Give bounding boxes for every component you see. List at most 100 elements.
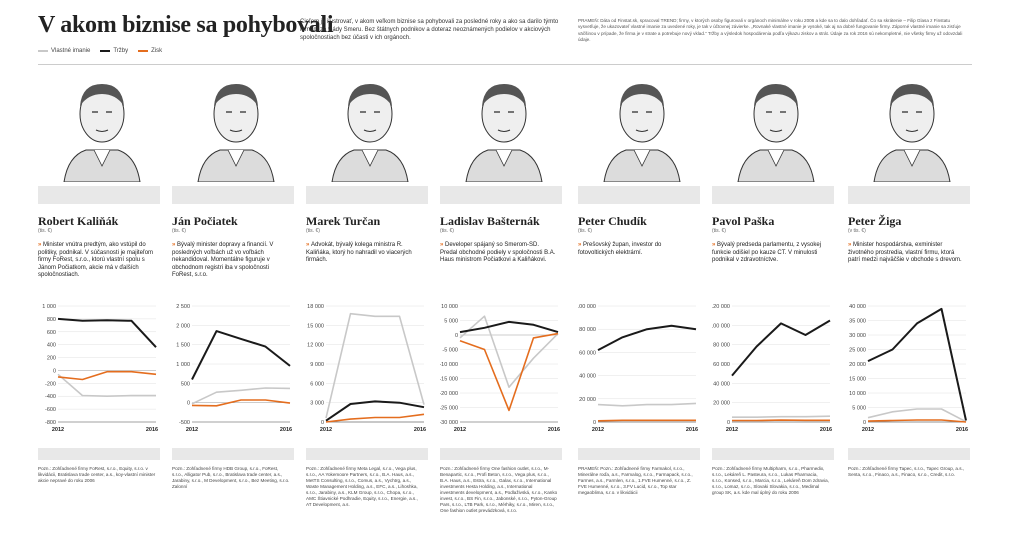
description-text: Bývalý predseda parlamentu, z vysokej fu… bbox=[712, 242, 822, 264]
series-line-vlastne-imanie bbox=[732, 415, 831, 418]
gray-band bbox=[712, 186, 834, 204]
y-tick-label: 20 000 bbox=[713, 401, 730, 407]
y-tick-label: 0 bbox=[321, 420, 324, 426]
companies-note: PRAMEŇ: Pozn.: Zohľadnené firmy Farmakol… bbox=[578, 466, 693, 495]
y-tick-label: 400 bbox=[47, 343, 56, 349]
companies-note: Pozn.: Zohľadnené firmy FoRest, s.r.o., … bbox=[38, 466, 156, 483]
series-line-trzby bbox=[459, 320, 559, 334]
series-line-trzby bbox=[731, 319, 831, 377]
y-tick-label: 0 bbox=[593, 420, 596, 426]
y-tick-label: 25 000 bbox=[849, 348, 866, 354]
person-description: » Developer spájaný so Smerom-SD. Predal… bbox=[440, 242, 558, 265]
series-line-zisk bbox=[597, 419, 696, 422]
x-tick-label: 2012 bbox=[726, 427, 738, 433]
legend-item-revenue: Tržby bbox=[100, 48, 128, 54]
portrait-peter-chudik bbox=[603, 84, 681, 182]
series-line-zisk bbox=[867, 419, 967, 423]
person-column-jan-pociatek: Ján Počiatek (tis. €) » Bývalý minister do… bbox=[172, 68, 300, 546]
gray-band bbox=[306, 186, 428, 204]
legend-item-equity: Vlastné imanie bbox=[38, 48, 90, 54]
unit-label: (tis. €) bbox=[38, 228, 52, 234]
y-tick-label: 9 000 bbox=[310, 362, 324, 368]
y-tick-label: 5 000 bbox=[444, 319, 458, 325]
person-description: » Prešovský župan, investor do fotovolti… bbox=[578, 242, 696, 257]
x-tick-label: 2012 bbox=[862, 427, 874, 433]
y-tick-label: -10 000 bbox=[440, 362, 458, 368]
series-line-trzby bbox=[867, 307, 967, 421]
series-line-vlastne-imanie bbox=[867, 408, 967, 423]
person-name: Marek Turčan bbox=[306, 214, 381, 228]
legend: Vlastné imanie Tržby Zisk bbox=[38, 48, 162, 54]
x-tick-label: 2016 bbox=[280, 427, 292, 433]
person-column-robert-kalinak: Robert Kaliňák (tis. €) » Minister vnútra … bbox=[38, 68, 166, 546]
gray-band bbox=[440, 448, 562, 460]
person-name: Peter Žiga bbox=[848, 214, 902, 228]
companies-note: Pozn.: Zohľadnené firmy Multipharm, s.r.… bbox=[712, 466, 829, 495]
companies-note: Pozn.: Zohľadnené firmy One fashion outl… bbox=[440, 466, 558, 513]
series-line-trzby bbox=[597, 324, 697, 351]
y-tick-label: 120 000 bbox=[712, 304, 730, 310]
y-tick-label: 3 000 bbox=[310, 401, 324, 407]
y-tick-label: 0 bbox=[187, 401, 190, 407]
person-column-ladislav-basternak: Ladislav Bašternák (tis. €) » Developer sp… bbox=[440, 68, 568, 546]
y-tick-label: 0 bbox=[727, 420, 730, 426]
arrow-icon: » bbox=[578, 242, 584, 248]
y-tick-label: 20 000 bbox=[849, 362, 866, 368]
y-tick-label: 800 bbox=[47, 317, 56, 323]
gray-band bbox=[712, 448, 834, 460]
source-text: PRAMEŇ: Dáta od Finstat.sk, spracoval TR… bbox=[578, 18, 963, 43]
x-tick-label: 2012 bbox=[454, 427, 466, 433]
y-tick-label: -5 000 bbox=[442, 348, 458, 354]
description-text: Minister hospodárstva, exminister životn… bbox=[848, 242, 962, 264]
person-name: Ján Počiatek bbox=[172, 214, 238, 228]
x-tick-label: 2016 bbox=[146, 427, 158, 433]
y-tick-label: 0 bbox=[53, 368, 56, 374]
arrow-icon: » bbox=[712, 242, 718, 248]
y-tick-label: -600 bbox=[45, 407, 56, 413]
series-line-trzby bbox=[191, 330, 291, 380]
description-text: Prešovský župan, investor do fotovoltick… bbox=[578, 242, 662, 256]
arrow-icon: » bbox=[38, 242, 44, 248]
person-name: Pavol Paška bbox=[712, 214, 775, 228]
person-description: » Minister vnútra predtým, ako vstúpil d… bbox=[38, 242, 156, 280]
y-tick-label: -20 000 bbox=[440, 391, 458, 397]
legend-item-profit: Zisk bbox=[138, 48, 162, 54]
y-tick-label: 60 000 bbox=[579, 350, 596, 356]
series-line-vlastne-imanie bbox=[325, 312, 425, 419]
series-line-vlastne-imanie bbox=[191, 387, 291, 405]
series-line-zisk bbox=[325, 413, 425, 423]
x-tick-label: 2016 bbox=[414, 427, 426, 433]
person-name: Ladislav Bašternák bbox=[440, 214, 540, 228]
y-tick-label: 18 000 bbox=[307, 304, 324, 310]
portrait-marek-turcan bbox=[331, 84, 409, 182]
x-tick-label: 2012 bbox=[320, 427, 332, 433]
portrait-ladislav-basternak bbox=[465, 84, 543, 182]
x-tick-label: 2012 bbox=[52, 427, 64, 433]
legend-label-profit: Zisk bbox=[151, 48, 163, 54]
y-tick-label: -400 bbox=[45, 394, 56, 400]
y-tick-label: 200 bbox=[47, 356, 56, 362]
y-tick-label: -500 bbox=[179, 420, 190, 426]
y-tick-label: 60 000 bbox=[713, 362, 730, 368]
arrow-icon: » bbox=[848, 242, 854, 248]
y-tick-label: 15 000 bbox=[849, 377, 866, 383]
gray-band bbox=[172, 186, 294, 204]
unit-label: (tis. €) bbox=[306, 228, 320, 234]
person-column-pavol-paska: Pavol Paška (tis. €) » Bývalý predseda par… bbox=[712, 68, 840, 546]
arrow-icon: » bbox=[440, 242, 446, 248]
y-tick-label: 40 000 bbox=[713, 381, 730, 387]
y-tick-label: -200 bbox=[45, 381, 56, 387]
portrait-robert-kalinak bbox=[63, 84, 141, 182]
gray-band bbox=[848, 448, 970, 460]
series-line-vlastne-imanie bbox=[57, 373, 156, 397]
y-tick-label: 6 000 bbox=[310, 381, 324, 387]
portrait-pavol-paska bbox=[737, 84, 815, 182]
x-tick-label: 2016 bbox=[548, 427, 560, 433]
unit-label: (v tis. €) bbox=[848, 228, 866, 234]
gray-band bbox=[306, 448, 428, 460]
y-tick-label: 0 bbox=[455, 333, 458, 339]
description-text: Advokát, bývalý kolega ministra R. Kaliň… bbox=[306, 242, 412, 264]
description-text: Developer spájaný so Smerom-SD. Predal o… bbox=[440, 242, 556, 264]
